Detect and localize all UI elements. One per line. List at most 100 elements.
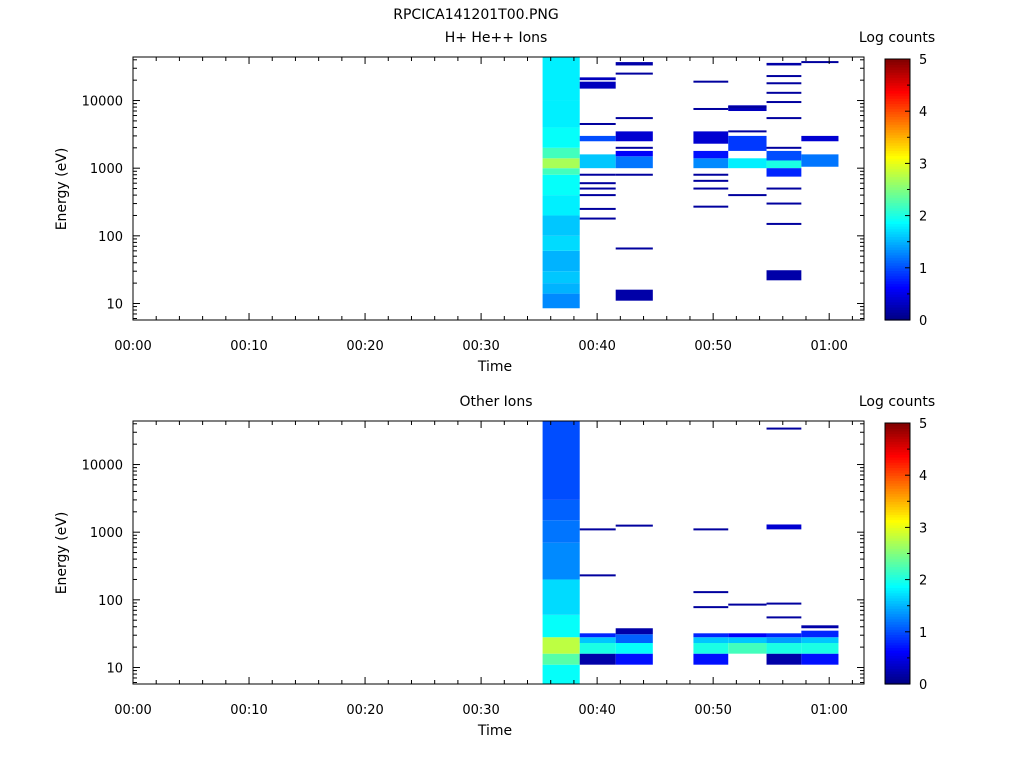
data-cell — [693, 131, 729, 144]
data-cell — [542, 293, 580, 309]
colorbar-band — [885, 228, 910, 232]
colorbar-band — [885, 280, 910, 285]
data-cell — [542, 664, 580, 684]
colorbar-band — [885, 132, 910, 136]
data-line — [579, 217, 616, 220]
colorbar-band — [885, 503, 910, 508]
colorbar-band — [885, 74, 910, 78]
colorbar-band — [885, 430, 910, 435]
colorbar-band — [885, 436, 910, 440]
colorbar-band — [885, 665, 910, 669]
colorbar-band — [885, 433, 910, 437]
colorbar-band — [885, 616, 910, 620]
data-line — [579, 207, 616, 210]
data-cell — [615, 62, 653, 66]
colorbar-tick-label: 1 — [919, 626, 927, 641]
y-tick-label: 10000 — [82, 95, 123, 110]
data-cell — [693, 633, 729, 638]
colorbar-band — [885, 66, 910, 71]
x-tick-label: 00:20 — [346, 339, 383, 354]
data-cell — [693, 653, 729, 665]
data-line — [766, 146, 802, 149]
colorbar-band — [885, 77, 910, 81]
colorbar-tick-label: 1 — [919, 262, 927, 277]
colorbar-band — [885, 443, 910, 448]
colorbar-band — [885, 582, 910, 586]
data-line — [693, 591, 729, 594]
data-cell — [766, 524, 802, 530]
colorbar-band — [885, 304, 910, 308]
x-tick-label: 00:50 — [694, 339, 731, 354]
colorbar-band — [885, 270, 910, 274]
data-cell — [579, 77, 616, 81]
colorbar-band — [885, 267, 910, 272]
x-tick-label: 00:10 — [230, 339, 267, 354]
colorbar-band — [885, 124, 910, 128]
colorbar-band — [885, 595, 910, 599]
data-cell — [542, 542, 580, 580]
colorbar-band — [885, 64, 910, 68]
colorbar-band — [885, 257, 910, 261]
colorbar-band — [885, 265, 910, 269]
colorbar-band — [885, 312, 910, 316]
colorbar-band — [885, 82, 910, 86]
colorbar-band — [885, 642, 910, 646]
data-cell — [766, 62, 802, 66]
data-cell — [728, 633, 767, 638]
x-tick-label: 00:10 — [230, 703, 267, 718]
data-cell — [542, 100, 580, 128]
colorbar-band — [885, 150, 910, 154]
colorbar-band — [885, 113, 910, 118]
data-cell — [542, 250, 580, 272]
colorbar-tick-label: 2 — [919, 210, 927, 225]
data-cell — [801, 630, 839, 638]
x-tick-label: 00:40 — [578, 703, 615, 718]
y-tick-label: 10 — [106, 661, 123, 676]
colorbar-band — [885, 108, 910, 112]
y-tick-label: 1000 — [90, 162, 123, 177]
colorbar-band — [885, 519, 910, 523]
data-cell — [693, 637, 729, 644]
colorbar-band — [885, 215, 910, 219]
colorbar-band — [885, 186, 910, 191]
colorbar-band — [885, 299, 910, 303]
colorbar-band — [885, 618, 910, 622]
data-cell — [801, 154, 839, 167]
data-cell — [728, 135, 767, 151]
x-tick-label: 01:00 — [810, 339, 847, 354]
data-cell — [542, 271, 580, 284]
colorbar-band — [885, 283, 910, 287]
data-line — [615, 173, 653, 176]
colorbar-band — [885, 100, 910, 104]
data-line — [579, 182, 616, 185]
colorbar-band — [885, 449, 910, 453]
colorbar-band — [885, 202, 910, 206]
colorbar-band — [885, 425, 910, 429]
colorbar-band — [885, 152, 910, 157]
colorbar-band — [885, 469, 910, 474]
colorbar-band — [885, 488, 910, 492]
colorbar-band — [885, 241, 910, 245]
colorbar-band — [885, 603, 910, 607]
x-tick-label: 00:00 — [114, 703, 151, 718]
colorbar-band — [885, 493, 910, 497]
data-line — [693, 80, 729, 83]
data-cell — [542, 168, 580, 175]
colorbar-band — [885, 163, 910, 167]
colorbar-band — [885, 540, 910, 544]
colorbar-band — [885, 252, 910, 256]
colorbar-band — [885, 166, 910, 170]
colorbar-band — [885, 556, 910, 560]
colorbar-band — [885, 678, 910, 682]
colorbar-band — [885, 498, 910, 502]
colorbar-band — [885, 438, 910, 442]
colorbar-band — [885, 571, 910, 575]
colorbar-band — [885, 623, 910, 628]
colorbar-band — [885, 462, 910, 466]
data-cell — [615, 653, 653, 665]
data-cell — [801, 643, 839, 654]
data-line — [766, 187, 802, 190]
data-cell — [542, 637, 580, 654]
colorbar-band — [885, 105, 910, 110]
